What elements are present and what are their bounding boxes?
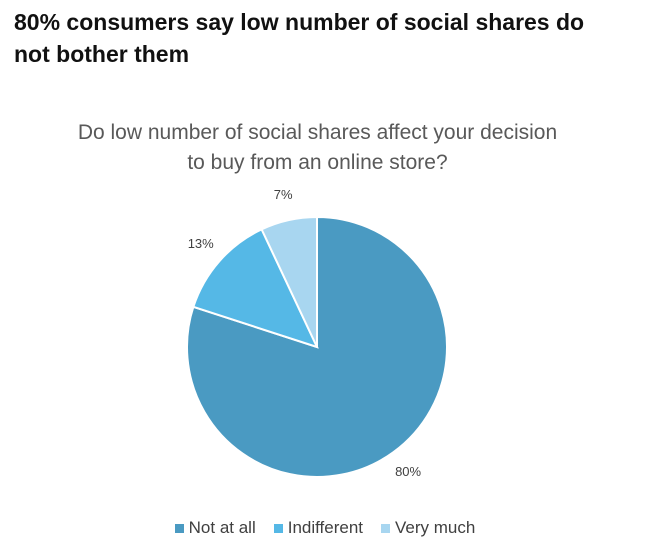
legend-label: Very much [395, 518, 476, 537]
legend: Not at all Indifferent Very much [0, 518, 650, 538]
pie-slice [260, 215, 318, 348]
data-label: 13% [188, 236, 214, 251]
legend-item: Not at all [174, 518, 256, 538]
chart-title: 80% consumers say low number of social s… [14, 9, 585, 67]
pie-slice [192, 228, 319, 349]
legend-label: Indifferent [287, 518, 364, 537]
chart-subtitle: Do low number of social shares affect yo… [77, 121, 558, 174]
legend-item: Very much [381, 518, 475, 538]
legend-swatch [273, 523, 283, 533]
data-label: 80% [395, 464, 421, 479]
data-label: 7% [274, 187, 293, 202]
legend-item: Indifferent [273, 518, 364, 538]
legend-label: Not at all [188, 518, 256, 537]
legend-swatch [174, 523, 184, 533]
legend-swatch [381, 523, 391, 533]
